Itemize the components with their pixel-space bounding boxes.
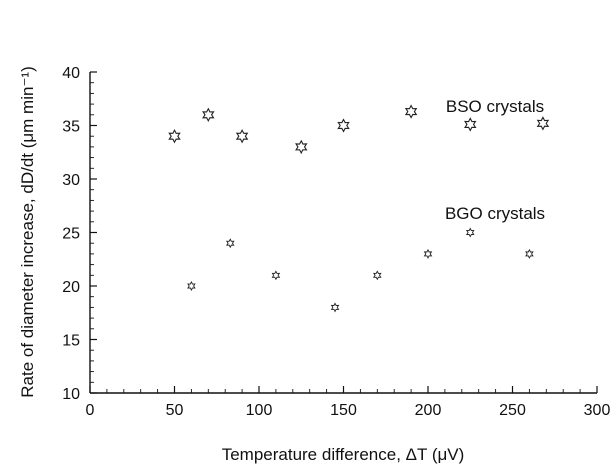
y-tick-label: 25 bbox=[62, 226, 80, 243]
bgo-data-point bbox=[187, 281, 196, 291]
x-tick-label: 100 bbox=[246, 402, 273, 419]
y-tick-label: 10 bbox=[62, 386, 80, 403]
y-axis-title: Rate of diameter increase, dD/dt (μm min… bbox=[18, 66, 37, 397]
bso-data-point bbox=[337, 118, 350, 133]
bso-data-point bbox=[404, 104, 418, 119]
bso-data-point bbox=[168, 129, 181, 144]
ticks bbox=[89, 71, 598, 394]
bso-data-point bbox=[202, 107, 215, 122]
bgo-data-point bbox=[225, 238, 235, 249]
series-label-bgo: BGO crystals bbox=[445, 204, 545, 223]
data-points bbox=[168, 104, 550, 313]
x-tick-label: 0 bbox=[86, 402, 95, 419]
bgo-data-point bbox=[525, 248, 534, 259]
bso-data-point bbox=[295, 139, 308, 155]
series-label-bso: BSO crystals bbox=[446, 97, 544, 116]
y-tick-label: 20 bbox=[62, 279, 80, 296]
tick-labels: 0 50 100 150 200 250 300 10 15 20 25 30 35 40 bbox=[62, 65, 610, 419]
x-tick-label: 300 bbox=[584, 402, 611, 419]
bgo-data-point bbox=[373, 270, 382, 281]
x-axis-title: Temperature difference, ΔT (μV) bbox=[222, 445, 465, 464]
bgo-data-point bbox=[465, 227, 475, 238]
bso-data-point bbox=[536, 116, 550, 131]
y-tick-label: 35 bbox=[62, 119, 80, 136]
y-tick-label: 15 bbox=[62, 333, 80, 350]
bgo-data-point bbox=[271, 270, 281, 281]
y-tick-label: 40 bbox=[62, 65, 80, 82]
x-tick-label: 200 bbox=[415, 402, 442, 419]
x-tick-label: 50 bbox=[166, 402, 184, 419]
series-labels: BSO crystals BGO crystals bbox=[445, 97, 545, 223]
x-tick-label: 250 bbox=[499, 402, 526, 419]
bgo-data-point bbox=[423, 248, 433, 259]
x-tick-label: 150 bbox=[330, 402, 357, 419]
bgo-data-point bbox=[330, 302, 340, 313]
y-tick-label: 30 bbox=[62, 172, 80, 189]
bso-data-point bbox=[464, 117, 477, 132]
bso-data-point bbox=[235, 129, 249, 144]
